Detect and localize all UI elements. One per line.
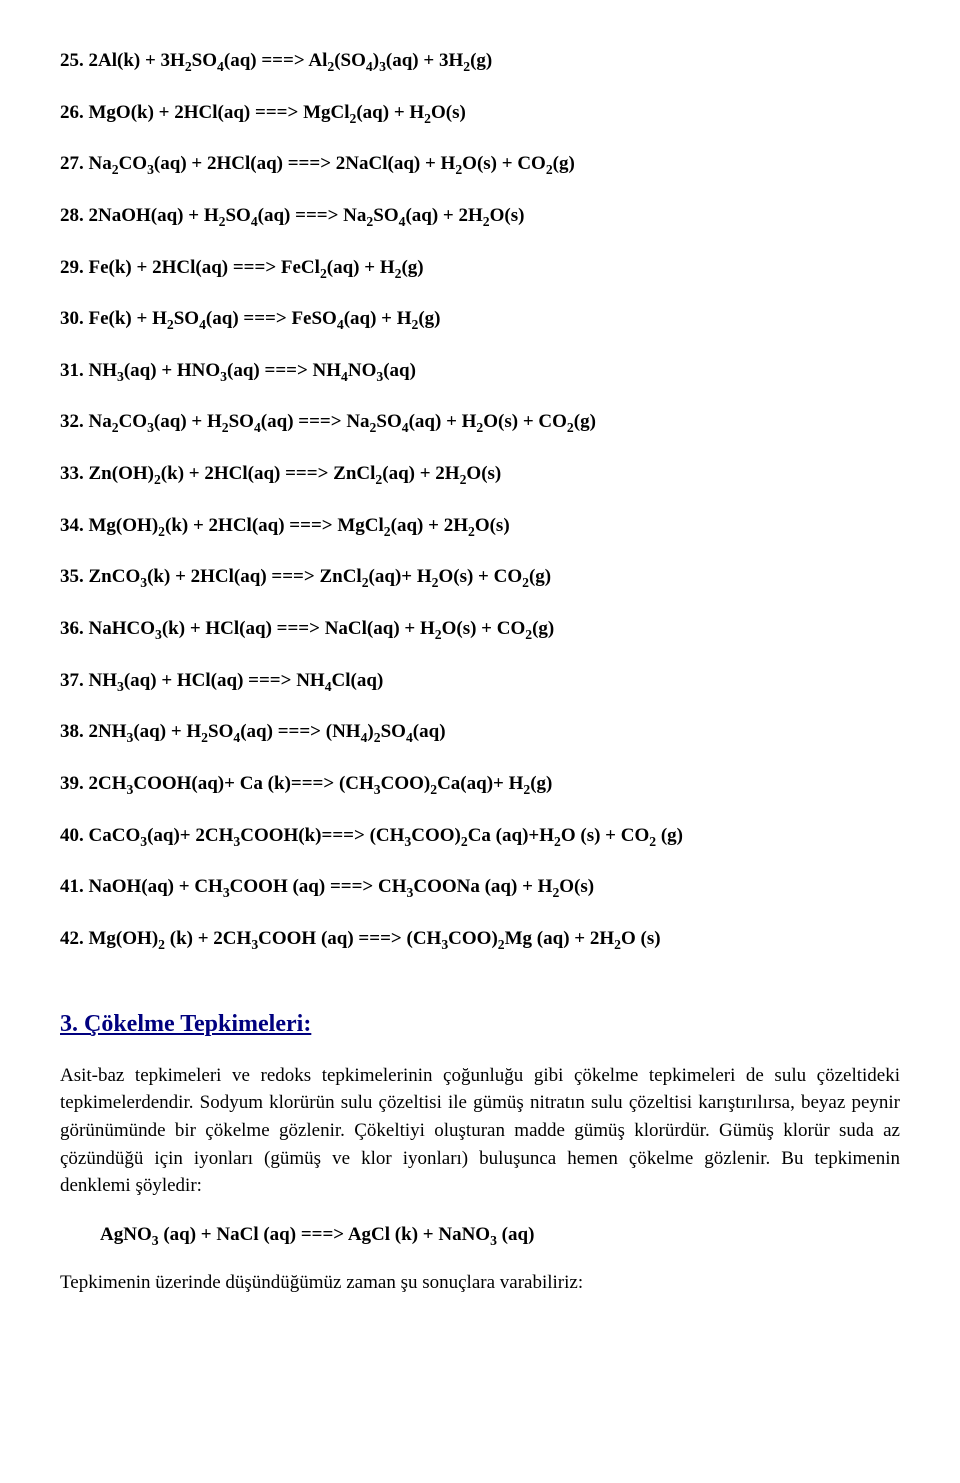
equation-body: Mg(OH)2 (k) + 2CH3COOH (aq) ===> (CH3COO… — [89, 928, 661, 949]
equation-line: 41. NaOH(aq) + CH3COOH (aq) ===> CH3COON… — [60, 874, 900, 900]
equation-line: 31. NH3(aq) + HNO3(aq) ===> NH4NO3(aq) — [60, 358, 900, 384]
equation-line: 27. Na2CO3(aq) + 2HCl(aq) ===> 2NaCl(aq)… — [60, 151, 900, 177]
equation-number: 28. — [60, 205, 84, 226]
equation-number: 42. — [60, 928, 84, 949]
equation-body: Na2CO3(aq) + H2SO4(aq) ===> Na2SO4(aq) +… — [89, 411, 596, 432]
paragraph-1: Asit-baz tepkimeleri ve redoks tepkimele… — [60, 1062, 900, 1200]
equation-number: 34. — [60, 515, 84, 536]
equation-number: 25. — [60, 50, 84, 71]
equation-line: 32. Na2CO3(aq) + H2SO4(aq) ===> Na2SO4(a… — [60, 409, 900, 435]
equation-number: 29. — [60, 257, 84, 278]
equation-number: 33. — [60, 463, 84, 484]
equation-line: 40. CaCO3(aq)+ 2CH3COOH(k)===> (CH3COO)2… — [60, 823, 900, 849]
equation-line: 30. Fe(k) + H2SO4(aq) ===> FeSO4(aq) + H… — [60, 306, 900, 332]
paragraph-2: Tepkimenin üzerinde düşündüğümüz zaman ş… — [60, 1269, 900, 1297]
equation-line: 33. Zn(OH)2(k) + 2HCl(aq) ===> ZnCl2(aq)… — [60, 461, 900, 487]
equation-number: 36. — [60, 618, 84, 639]
equation-list: 25. 2Al(k) + 3H2SO4(aq) ===> Al2(SO4)3(a… — [60, 48, 900, 952]
equation-line: 35. ZnCO3(k) + 2HCl(aq) ===> ZnCl2(aq)+ … — [60, 564, 900, 590]
equation-number: 26. — [60, 102, 84, 123]
equation-number: 27. — [60, 153, 84, 174]
equation-number: 30. — [60, 308, 84, 329]
equation-body: NH3(aq) + HNO3(aq) ===> NH4NO3(aq) — [89, 360, 416, 381]
equation-line: 28. 2NaOH(aq) + H2SO4(aq) ===> Na2SO4(aq… — [60, 203, 900, 229]
equation-number: 39. — [60, 773, 84, 794]
equation-body: Fe(k) + H2SO4(aq) ===> FeSO4(aq) + H2(g) — [89, 308, 441, 329]
equation-line: 42. Mg(OH)2 (k) + 2CH3COOH (aq) ===> (CH… — [60, 926, 900, 952]
equation-body: 2CH3COOH(aq)+ Ca (k)===> (CH3COO)2Ca(aq)… — [89, 773, 553, 794]
equation-number: 38. — [60, 721, 84, 742]
equation-line: 37. NH3(aq) + HCl(aq) ===> NH4Cl(aq) — [60, 668, 900, 694]
equation-number: 37. — [60, 670, 84, 691]
equation-body: 2NH3(aq) + H2SO4(aq) ===> (NH4)2SO4(aq) — [89, 721, 446, 742]
equation-body: 2Al(k) + 3H2SO4(aq) ===> Al2(SO4)3(aq) +… — [89, 50, 493, 71]
equation-number: 35. — [60, 566, 84, 587]
equation-line: 38. 2NH3(aq) + H2SO4(aq) ===> (NH4)2SO4(… — [60, 719, 900, 745]
section-heading: 3. Çökelme Tepkimeleri: — [60, 1008, 900, 1040]
equation-line: 25. 2Al(k) + 3H2SO4(aq) ===> Al2(SO4)3(a… — [60, 48, 900, 74]
equation-line: 29. Fe(k) + 2HCl(aq) ===> FeCl2(aq) + H2… — [60, 255, 900, 281]
equation-body: 2NaOH(aq) + H2SO4(aq) ===> Na2SO4(aq) + … — [89, 205, 525, 226]
equation-body: CaCO3(aq)+ 2CH3COOH(k)===> (CH3COO)2Ca (… — [89, 825, 684, 846]
equation-body: MgO(k) + 2HCl(aq) ===> MgCl2(aq) + H2O(s… — [89, 102, 466, 123]
equation-number: 41. — [60, 876, 84, 897]
equation-body: Na2CO3(aq) + 2HCl(aq) ===> 2NaCl(aq) + H… — [89, 153, 575, 174]
equation-body: Mg(OH)2(k) + 2HCl(aq) ===> MgCl2(aq) + 2… — [89, 515, 510, 536]
equation-number: 40. — [60, 825, 84, 846]
equation-body: NH3(aq) + HCl(aq) ===> NH4Cl(aq) — [89, 670, 384, 691]
equation-line: 34. Mg(OH)2(k) + 2HCl(aq) ===> MgCl2(aq)… — [60, 513, 900, 539]
equation-body: NaOH(aq) + CH3COOH (aq) ===> CH3COONa (a… — [89, 876, 595, 897]
equation-body: NaHCO3(k) + HCl(aq) ===> NaCl(aq) + H2O(… — [89, 618, 555, 639]
equation-line: 26. MgO(k) + 2HCl(aq) ===> MgCl2(aq) + H… — [60, 100, 900, 126]
equation-line: 36. NaHCO3(k) + HCl(aq) ===> NaCl(aq) + … — [60, 616, 900, 642]
equation-line: 39. 2CH3COOH(aq)+ Ca (k)===> (CH3COO)2Ca… — [60, 771, 900, 797]
equation-body: Fe(k) + 2HCl(aq) ===> FeCl2(aq) + H2(g) — [89, 257, 424, 278]
equation-body: Zn(OH)2(k) + 2HCl(aq) ===> ZnCl2(aq) + 2… — [89, 463, 502, 484]
equation-number: 31. — [60, 360, 84, 381]
equation-number: 32. — [60, 411, 84, 432]
inline-equation: AgNO3 (aq) + NaCl (aq) ===> AgCl (k) + N… — [100, 1222, 900, 1248]
equation-body: ZnCO3(k) + 2HCl(aq) ===> ZnCl2(aq)+ H2O(… — [89, 566, 552, 587]
